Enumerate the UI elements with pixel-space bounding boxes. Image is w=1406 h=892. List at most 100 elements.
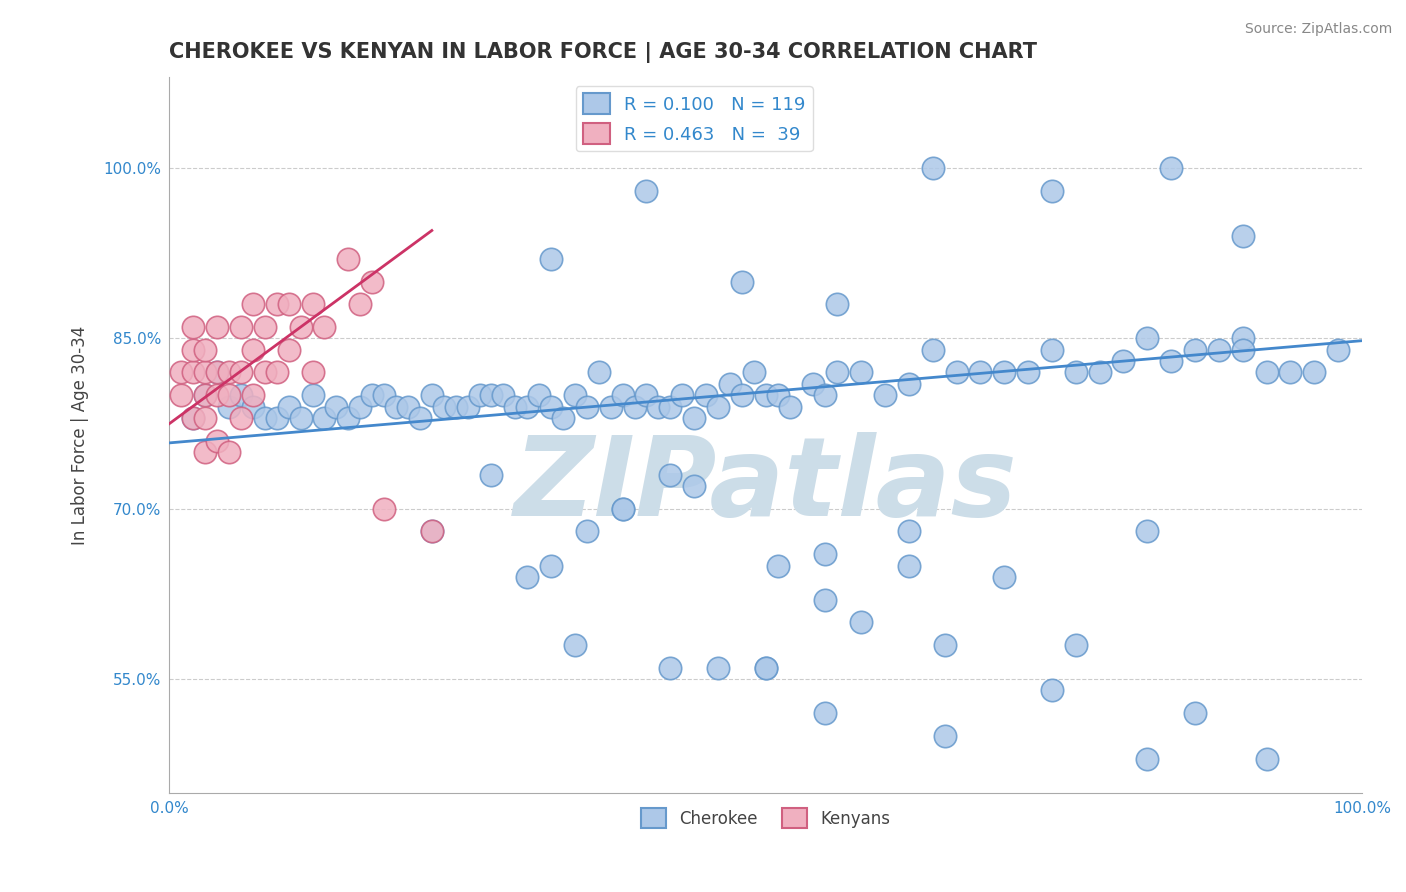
Point	[253, 320, 276, 334]
Point	[349, 400, 371, 414]
Point	[361, 275, 384, 289]
Point	[218, 366, 240, 380]
Point	[527, 388, 550, 402]
Point	[827, 366, 849, 380]
Point	[420, 524, 443, 539]
Point	[647, 400, 669, 414]
Point	[481, 388, 503, 402]
Point	[229, 388, 252, 402]
Point	[1064, 366, 1087, 380]
Point	[814, 592, 837, 607]
Point	[242, 343, 264, 357]
Point	[301, 388, 323, 402]
Point	[849, 615, 872, 630]
Point	[170, 388, 193, 402]
Point	[361, 388, 384, 402]
Point	[599, 400, 621, 414]
Point	[1232, 331, 1254, 345]
Point	[1112, 354, 1135, 368]
Point	[194, 343, 217, 357]
Point	[229, 366, 252, 380]
Point	[181, 410, 204, 425]
Point	[373, 388, 395, 402]
Point	[444, 400, 467, 414]
Point	[1160, 354, 1182, 368]
Point	[218, 388, 240, 402]
Point	[218, 445, 240, 459]
Point	[194, 445, 217, 459]
Point	[849, 366, 872, 380]
Point	[707, 400, 730, 414]
Point	[659, 467, 682, 482]
Point	[349, 297, 371, 311]
Point	[181, 343, 204, 357]
Text: Source: ZipAtlas.com: Source: ZipAtlas.com	[1244, 22, 1392, 37]
Point	[337, 410, 360, 425]
Point	[194, 410, 217, 425]
Point	[1136, 524, 1159, 539]
Point	[314, 320, 336, 334]
Point	[337, 252, 360, 266]
Point	[1040, 184, 1063, 198]
Point	[181, 410, 204, 425]
Point	[194, 388, 217, 402]
Point	[897, 524, 920, 539]
Text: ZIPatlas: ZIPatlas	[513, 432, 1018, 539]
Point	[575, 524, 598, 539]
Point	[588, 366, 610, 380]
Point	[897, 558, 920, 573]
Point	[766, 388, 789, 402]
Point	[683, 479, 706, 493]
Point	[242, 400, 264, 414]
Point	[1232, 343, 1254, 357]
Point	[707, 661, 730, 675]
Point	[205, 320, 228, 334]
Point	[814, 706, 837, 721]
Point	[373, 501, 395, 516]
Point	[731, 275, 754, 289]
Point	[266, 410, 288, 425]
Point	[205, 366, 228, 380]
Point	[218, 400, 240, 414]
Point	[277, 297, 299, 311]
Point	[420, 524, 443, 539]
Point	[468, 388, 491, 402]
Point	[229, 410, 252, 425]
Point	[516, 570, 538, 584]
Point	[873, 388, 896, 402]
Point	[934, 729, 956, 743]
Point	[564, 638, 586, 652]
Point	[1088, 366, 1111, 380]
Point	[612, 388, 634, 402]
Point	[540, 558, 562, 573]
Point	[659, 661, 682, 675]
Point	[755, 661, 778, 675]
Point	[993, 366, 1015, 380]
Point	[242, 388, 264, 402]
Point	[481, 467, 503, 482]
Point	[1040, 683, 1063, 698]
Point	[290, 410, 312, 425]
Point	[718, 376, 741, 391]
Point	[755, 388, 778, 402]
Point	[779, 400, 801, 414]
Point	[897, 376, 920, 391]
Point	[1184, 706, 1206, 721]
Point	[1327, 343, 1350, 357]
Point	[1136, 751, 1159, 765]
Point	[623, 400, 645, 414]
Point	[277, 400, 299, 414]
Point	[803, 376, 825, 391]
Point	[325, 400, 347, 414]
Point	[993, 570, 1015, 584]
Point	[229, 320, 252, 334]
Text: CHEROKEE VS KENYAN IN LABOR FORCE | AGE 30-34 CORRELATION CHART: CHEROKEE VS KENYAN IN LABOR FORCE | AGE …	[170, 42, 1038, 62]
Y-axis label: In Labor Force | Age 30-34: In Labor Force | Age 30-34	[72, 326, 89, 544]
Point	[181, 366, 204, 380]
Point	[409, 410, 432, 425]
Point	[194, 388, 217, 402]
Point	[695, 388, 717, 402]
Point	[1232, 229, 1254, 244]
Point	[170, 366, 193, 380]
Point	[205, 366, 228, 380]
